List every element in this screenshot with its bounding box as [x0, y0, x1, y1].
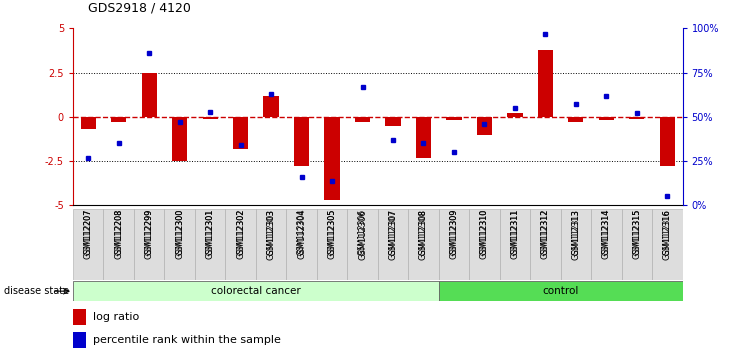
Text: GSM112316: GSM112316: [663, 209, 672, 255]
Text: GSM112303: GSM112303: [266, 209, 276, 255]
FancyBboxPatch shape: [286, 209, 317, 280]
Text: GSM112306: GSM112306: [358, 209, 367, 259]
Text: GSM112306: GSM112306: [358, 209, 367, 255]
Text: GSM112309: GSM112309: [450, 209, 458, 259]
Bar: [202, 117, 218, 119]
Bar: [599, 117, 614, 120]
Text: GSM112312: GSM112312: [541, 209, 550, 259]
Bar: [172, 117, 188, 161]
Text: GSM112313: GSM112313: [572, 209, 580, 255]
Text: GSM112208: GSM112208: [114, 209, 123, 259]
Text: GSM112309: GSM112309: [450, 209, 458, 255]
Text: GSM112310: GSM112310: [480, 209, 489, 259]
Bar: [111, 117, 126, 122]
FancyBboxPatch shape: [530, 209, 561, 280]
Bar: [73, 332, 86, 348]
Text: control: control: [542, 286, 579, 296]
Text: GSM112302: GSM112302: [236, 209, 245, 259]
Text: GSM112303: GSM112303: [266, 209, 276, 259]
FancyBboxPatch shape: [104, 209, 134, 280]
Text: GSM112308: GSM112308: [419, 209, 428, 259]
Text: GSM112316: GSM112316: [663, 209, 672, 259]
FancyBboxPatch shape: [164, 209, 195, 280]
FancyBboxPatch shape: [134, 209, 164, 280]
Text: GSM112307: GSM112307: [388, 209, 398, 255]
Bar: [507, 113, 523, 117]
Bar: [73, 281, 439, 301]
Text: GSM112312: GSM112312: [541, 209, 550, 255]
Text: GSM112304: GSM112304: [297, 209, 306, 255]
FancyBboxPatch shape: [347, 209, 378, 280]
Text: GSM112311: GSM112311: [510, 209, 520, 255]
Text: GSM112311: GSM112311: [510, 209, 520, 259]
Text: GSM112308: GSM112308: [419, 209, 428, 255]
Text: GSM112315: GSM112315: [632, 209, 642, 255]
FancyBboxPatch shape: [622, 209, 652, 280]
Text: GSM112300: GSM112300: [175, 209, 184, 259]
Text: GSM112208: GSM112208: [114, 209, 123, 255]
Text: disease state: disease state: [4, 286, 69, 296]
Bar: [439, 281, 683, 301]
Text: GSM112314: GSM112314: [602, 209, 611, 259]
FancyBboxPatch shape: [500, 209, 530, 280]
Bar: [80, 117, 96, 129]
Bar: [416, 117, 431, 158]
Bar: [355, 117, 370, 122]
Text: GSM112314: GSM112314: [602, 209, 611, 255]
Text: GSM112305: GSM112305: [328, 209, 337, 255]
Text: GSM112313: GSM112313: [572, 209, 580, 259]
FancyBboxPatch shape: [378, 209, 408, 280]
FancyBboxPatch shape: [195, 209, 226, 280]
Text: GSM112301: GSM112301: [206, 209, 215, 255]
Bar: [477, 117, 492, 135]
Text: percentile rank within the sample: percentile rank within the sample: [93, 335, 281, 346]
FancyBboxPatch shape: [408, 209, 439, 280]
FancyBboxPatch shape: [226, 209, 256, 280]
FancyBboxPatch shape: [591, 209, 622, 280]
Bar: [264, 96, 279, 117]
FancyBboxPatch shape: [652, 209, 683, 280]
FancyBboxPatch shape: [469, 209, 500, 280]
Text: GSM112299: GSM112299: [145, 209, 154, 255]
Text: GSM112304: GSM112304: [297, 209, 306, 259]
Bar: [324, 117, 339, 200]
Bar: [568, 117, 583, 122]
Text: colorectal cancer: colorectal cancer: [211, 286, 301, 296]
Text: GSM112301: GSM112301: [206, 209, 215, 259]
Text: GSM112302: GSM112302: [236, 209, 245, 255]
Text: GSM112305: GSM112305: [328, 209, 337, 259]
Text: GSM112307: GSM112307: [388, 209, 398, 259]
Bar: [446, 117, 461, 120]
Text: log ratio: log ratio: [93, 312, 139, 322]
Text: GSM112300: GSM112300: [175, 209, 184, 255]
Bar: [629, 117, 645, 119]
Text: GDS2918 / 4120: GDS2918 / 4120: [88, 1, 191, 14]
Bar: [660, 117, 675, 166]
FancyBboxPatch shape: [561, 209, 591, 280]
Text: GSM112310: GSM112310: [480, 209, 489, 255]
Bar: [73, 309, 86, 325]
Text: GSM112315: GSM112315: [632, 209, 642, 259]
Bar: [538, 50, 553, 117]
FancyBboxPatch shape: [256, 209, 286, 280]
FancyBboxPatch shape: [317, 209, 347, 280]
Bar: [385, 117, 401, 126]
Bar: [233, 117, 248, 149]
FancyBboxPatch shape: [439, 209, 469, 280]
Bar: [294, 117, 310, 166]
FancyBboxPatch shape: [73, 209, 104, 280]
Bar: [142, 73, 157, 117]
Text: GSM112207: GSM112207: [84, 209, 93, 255]
Text: GSM112299: GSM112299: [145, 209, 154, 259]
Text: GSM112207: GSM112207: [84, 209, 93, 259]
